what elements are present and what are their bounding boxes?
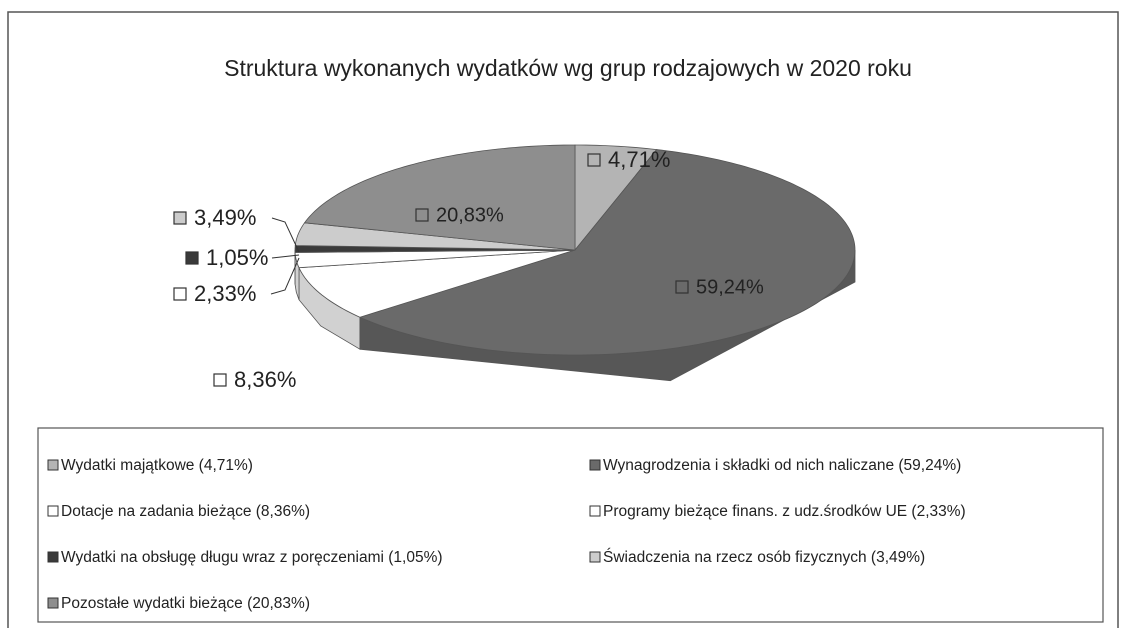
data-label: 20,83% [436,204,504,226]
legend-label: Wydatki na obsługę długu wraz z poręczen… [61,549,443,566]
data-label: 2,33% [194,281,256,306]
legend-label: Dotacje na zadania bieżące (8,36%) [61,503,310,520]
data-label: 4,71% [608,147,670,172]
label-marker [675,280,689,294]
label-marker [587,153,601,167]
legend-swatch [589,459,601,471]
legend-swatch [47,597,59,609]
leader-line [271,217,300,253]
chart-frame [7,11,1119,628]
legend-swatch [47,505,59,517]
data-label: 8,36% [234,367,296,392]
slice [298,249,576,318]
leader-line [271,254,300,259]
slice [294,249,576,269]
label-marker [185,251,199,265]
label-marker [415,208,429,222]
legend-label: Wynagrodzenia i składki od nich naliczan… [603,457,961,474]
leader-line [270,257,300,295]
legend-label: Wydatki majątkowe (4,71%) [61,457,253,474]
data-label: 3,49% [194,205,256,230]
slice [303,144,576,251]
legend-swatch [47,551,59,563]
data-label: 1,05% [206,245,268,270]
legend-swatch [47,459,59,471]
label-marker [213,373,227,387]
legend-label: Programy bieżące finans. z udz.środków U… [603,503,966,520]
label-marker [173,287,187,301]
legend-box [37,427,1104,623]
legend-swatch [589,505,601,517]
legend-swatch [589,551,601,563]
legend-label: Świadczenia na rzecz osób fizycznych (3,… [603,548,925,566]
slice [574,144,658,252]
chart-title: Struktura wykonanych wydatków wg grup ro… [224,55,912,81]
data-label: 59,24% [696,276,764,298]
legend-label: Pozostałe wydatki bieżące (20,83%) [61,595,310,612]
slice [358,149,856,356]
label-marker [173,211,187,225]
